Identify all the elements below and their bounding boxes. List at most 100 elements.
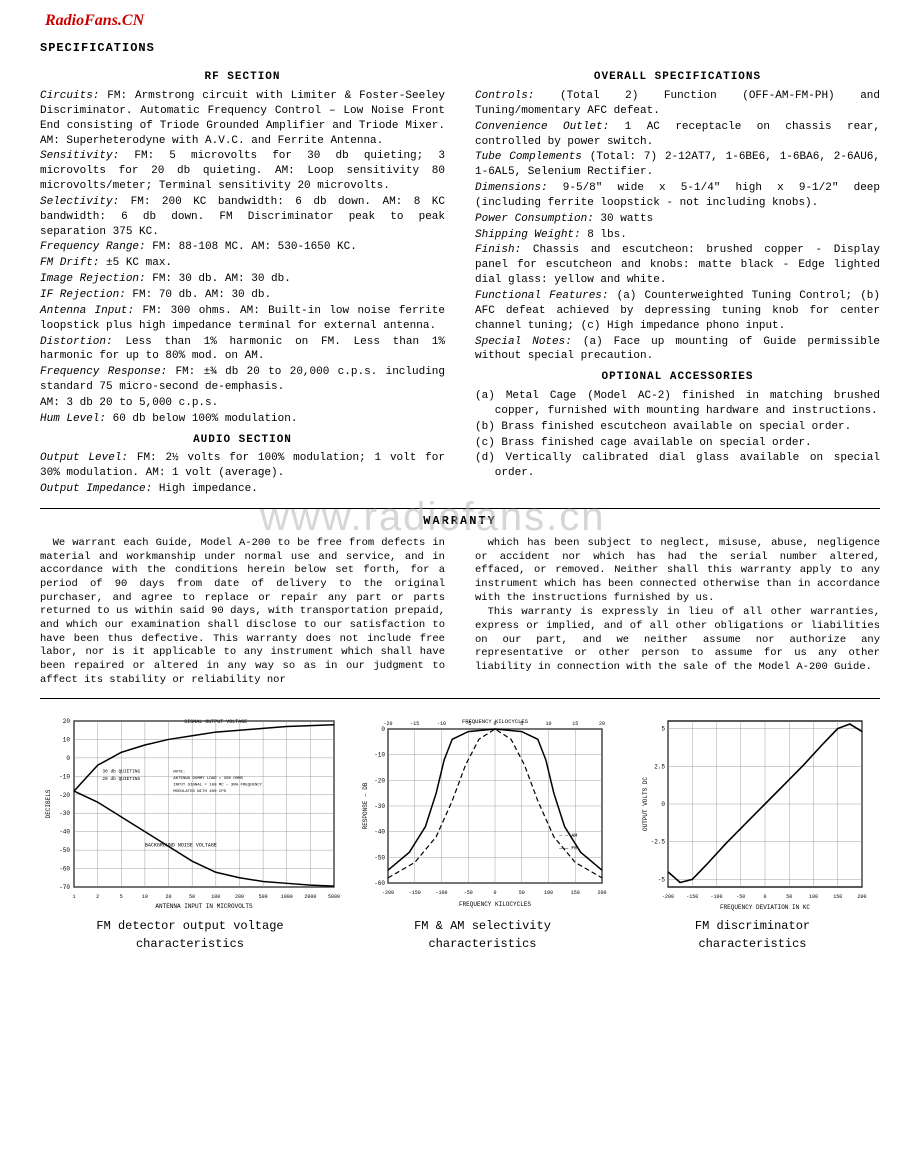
svg-text:— — AM: — — AM bbox=[558, 833, 577, 839]
audio-output: Output Level: FM: 2½ volts for 100% modu… bbox=[40, 451, 445, 481]
svg-text:20: 20 bbox=[598, 721, 604, 727]
value: 8 lbs. bbox=[581, 229, 627, 241]
warranty-p2: which has been subject to neglect, misus… bbox=[475, 537, 880, 605]
svg-text:ANTENNA DUMMY LOAD = 300 OHMS: ANTENNA DUMMY LOAD = 300 OHMS bbox=[173, 777, 243, 781]
svg-text:200: 200 bbox=[597, 890, 606, 896]
label: FM Drift: bbox=[40, 257, 99, 269]
value: FM: Armstrong circuit with Limiter & Fos… bbox=[40, 90, 445, 147]
rf-freqrange: Frequency Range: FM: 88-108 MC. AM: 530-… bbox=[40, 240, 445, 255]
svg-text:0: 0 bbox=[661, 801, 665, 808]
label: IF Rejection: bbox=[40, 289, 126, 301]
svg-text:-10: -10 bbox=[436, 721, 445, 727]
label: Hum Level: bbox=[40, 413, 106, 425]
svg-text:FREQUENCY KILOCYCLES: FREQUENCY KILOCYCLES bbox=[458, 901, 530, 908]
svg-text:-5: -5 bbox=[657, 877, 665, 884]
svg-text:20: 20 bbox=[63, 718, 71, 725]
svg-text:5000: 5000 bbox=[328, 894, 340, 900]
svg-text:30 db QUIETING: 30 db QUIETING bbox=[102, 769, 140, 775]
svg-text:-10: -10 bbox=[374, 752, 385, 759]
svg-text:150: 150 bbox=[570, 890, 579, 896]
label: Special Notes: bbox=[475, 336, 572, 348]
label: Controls: bbox=[475, 90, 534, 102]
svg-text:INPUT SIGNAL = 100 MC – 30% FR: INPUT SIGNAL = 100 MC – 30% FREQUENCY bbox=[173, 784, 262, 788]
cap-l2: characteristics bbox=[698, 937, 806, 951]
optional-b: (b) Brass finished escutcheon available … bbox=[475, 420, 880, 435]
svg-text:-150: -150 bbox=[686, 894, 698, 900]
svg-text:-40: -40 bbox=[59, 829, 70, 836]
svg-text:200: 200 bbox=[235, 894, 244, 900]
rf-fmdrift: FM Drift: ±5 KC max. bbox=[40, 256, 445, 271]
svg-text:0: 0 bbox=[493, 890, 496, 896]
value: FM: 30 db. AM: 30 db. bbox=[146, 273, 291, 285]
label: Distortion: bbox=[40, 336, 113, 348]
svg-text:BACKGROUND NOISE VOLTAGE: BACKGROUND NOISE VOLTAGE bbox=[145, 843, 217, 849]
svg-text:-100: -100 bbox=[710, 894, 722, 900]
label: Frequency Response: bbox=[40, 366, 167, 378]
svg-text:RESPONSE – DB: RESPONSE – DB bbox=[362, 782, 369, 829]
chart-2-caption: FM & AM selectivity characteristics bbox=[355, 917, 610, 953]
svg-text:15: 15 bbox=[572, 721, 578, 727]
svg-text:-70: -70 bbox=[59, 884, 70, 891]
label: Sensitivity: bbox=[40, 150, 119, 162]
optional-d: (d) Vertically calibrated dial glass ava… bbox=[475, 451, 880, 481]
rf-selectivity: Selectivity: FM: 200 KC bandwidth: 6 db … bbox=[40, 195, 445, 240]
chart-1: 125102050100200500100020005000-70-60-50-… bbox=[40, 711, 340, 953]
svg-text:OUTPUT VOLTS DC: OUTPUT VOLTS DC bbox=[642, 777, 649, 831]
overall-tubes: Tube Complements (Total: 7) 2-12AT7, 1-6… bbox=[475, 150, 880, 180]
svg-text:10: 10 bbox=[63, 737, 71, 744]
svg-text:-40: -40 bbox=[374, 829, 385, 836]
overall-controls: Controls: (Total 2) Function (OFF-AM-FM-… bbox=[475, 89, 880, 119]
right-column: OVERALL SPECIFICATIONS Controls: (Total … bbox=[475, 64, 880, 498]
audio-impedance: Output Impedance: High impedance. bbox=[40, 482, 445, 497]
chart-3-svg: -200-150-100-50050100150200-5-2.502.55FR… bbox=[638, 711, 868, 911]
warranty-title: WARRANTY bbox=[40, 513, 880, 529]
svg-text:-100: -100 bbox=[435, 890, 447, 896]
value: FM: 88-108 MC. AM: 530-1650 KC. bbox=[146, 241, 357, 253]
svg-text:20: 20 bbox=[166, 894, 172, 900]
svg-text:100: 100 bbox=[808, 894, 817, 900]
label: Selectivity: bbox=[40, 196, 119, 208]
svg-text:2000: 2000 bbox=[304, 894, 316, 900]
svg-text:500: 500 bbox=[259, 894, 268, 900]
svg-text:FREQUENCY KILOCYCLES: FREQUENCY KILOCYCLES bbox=[461, 718, 528, 725]
page-title: SPECIFICATIONS bbox=[40, 40, 880, 56]
svg-text:MODULATED WITH 400 CPS: MODULATED WITH 400 CPS bbox=[173, 790, 226, 794]
value: 60 db below 100% modulation. bbox=[106, 413, 297, 425]
rf-sensitivity: Sensitivity: FM: 5 microvolts for 30 db … bbox=[40, 149, 445, 194]
cap-l1: FM detector output voltage bbox=[96, 919, 283, 933]
value: 30 watts bbox=[594, 213, 653, 225]
optional-section-head: OPTIONAL ACCESSORIES bbox=[475, 370, 880, 385]
chart-2: -200-20-150-15-100-10-50-500505100101501… bbox=[355, 711, 610, 953]
svg-text:5: 5 bbox=[120, 894, 123, 900]
svg-text:10: 10 bbox=[142, 894, 148, 900]
label: Image Rejection: bbox=[40, 273, 146, 285]
label: Frequency Range: bbox=[40, 241, 146, 253]
svg-text:0: 0 bbox=[763, 894, 766, 900]
label: Dimensions: bbox=[475, 182, 548, 194]
chart-3-caption: FM discriminator characteristics bbox=[625, 917, 880, 953]
chart-1-caption: FM detector output voltage characteristi… bbox=[40, 917, 340, 953]
warranty-left: We warrant each Guide, Model A-200 to be… bbox=[40, 537, 445, 688]
optional-a: (a) Metal Cage (Model AC-2) finished in … bbox=[475, 389, 880, 419]
rf-freqresp: Frequency Response: FM: ±¾ db 20 to 20,0… bbox=[40, 365, 445, 395]
divider-rule-2 bbox=[40, 698, 880, 699]
value: High impedance. bbox=[152, 483, 258, 495]
svg-text:20 db QUIETING: 20 db QUIETING bbox=[102, 776, 140, 782]
svg-text:0: 0 bbox=[66, 755, 70, 762]
overall-finish: Finish: Chassis and escutcheon: brushed … bbox=[475, 243, 880, 288]
left-column: RF SECTION Circuits: FM: Armstrong circu… bbox=[40, 64, 445, 498]
overall-ship: Shipping Weight: 8 lbs. bbox=[475, 228, 880, 243]
overall-power: Power Consumption: 30 watts bbox=[475, 212, 880, 227]
svg-text:200: 200 bbox=[857, 894, 866, 900]
rf-ifrej: IF Rejection: FM: 70 db. AM: 30 db. bbox=[40, 288, 445, 303]
svg-text:-200: -200 bbox=[661, 894, 673, 900]
chart-1-svg: 125102050100200500100020005000-70-60-50-… bbox=[40, 711, 340, 911]
label: Output Level: bbox=[40, 452, 128, 464]
chart-3: -200-150-100-50050100150200-5-2.502.55FR… bbox=[625, 711, 880, 953]
svg-text:50: 50 bbox=[786, 894, 792, 900]
label: Finish: bbox=[475, 244, 521, 256]
svg-text:-50: -50 bbox=[59, 847, 70, 854]
svg-text:10: 10 bbox=[545, 721, 551, 727]
svg-text:-20: -20 bbox=[59, 792, 70, 799]
specs-columns: RF SECTION Circuits: FM: Armstrong circu… bbox=[40, 64, 880, 498]
